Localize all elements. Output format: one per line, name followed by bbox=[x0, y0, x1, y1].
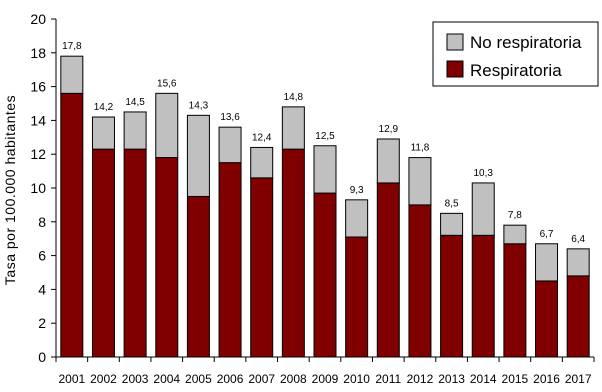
bar-no-respiratoria bbox=[155, 92, 179, 159]
bar-total-label: 12,5 bbox=[315, 131, 335, 142]
bar-total-label: 14,2 bbox=[94, 102, 114, 113]
x-tick-label: 2005 bbox=[185, 372, 212, 386]
axes-layer: 0 2 4 6 8 10 12 14 16 18 20 bbox=[30, 11, 595, 365]
bars-layer bbox=[60, 55, 590, 358]
bar-no-respiratoria bbox=[566, 248, 590, 277]
bar-respiratoria bbox=[218, 162, 242, 358]
bar-total-label: 14,3 bbox=[189, 100, 209, 111]
bar-no-respiratoria bbox=[123, 111, 147, 150]
bar-respiratoria bbox=[60, 92, 84, 358]
bar-respiratoria bbox=[155, 157, 179, 358]
bar-respiratoria bbox=[313, 192, 337, 358]
bar-no-respiratoria bbox=[345, 199, 369, 238]
bar-total-label: 10,3 bbox=[474, 168, 494, 179]
x-tick-label: 2006 bbox=[217, 372, 244, 386]
bar-total-label: 12,4 bbox=[252, 132, 272, 143]
bar-no-respiratoria bbox=[250, 146, 274, 179]
x-tick-label: 2015 bbox=[502, 372, 529, 386]
bar-no-respiratoria bbox=[408, 157, 432, 206]
legend-swatch-respiratoria bbox=[446, 60, 464, 78]
y-axis-label: Tasa por 100.000 habitantes bbox=[2, 95, 18, 285]
bar-respiratoria bbox=[471, 234, 495, 358]
bar-no-respiratoria bbox=[471, 182, 495, 236]
x-tick-label: 2010 bbox=[343, 372, 370, 386]
bar-total-label: 12,9 bbox=[379, 124, 399, 135]
bar-total-label: 8,5 bbox=[445, 198, 459, 209]
bar-respiratoria bbox=[408, 204, 432, 358]
bar-respiratoria bbox=[376, 182, 400, 358]
y-tick-label: 14 bbox=[30, 112, 46, 128]
y-tick-label: 8 bbox=[38, 214, 46, 230]
bar-total-label: 11,8 bbox=[411, 143, 430, 154]
bar-respiratoria bbox=[535, 280, 559, 358]
x-tick-label: 2008 bbox=[280, 372, 307, 386]
bar-respiratoria bbox=[345, 236, 369, 358]
y-tick-label: 18 bbox=[30, 45, 46, 61]
y-tick-label: 12 bbox=[30, 146, 46, 162]
y-tick-label: 10 bbox=[30, 180, 46, 196]
bar-total-label: 17,8 bbox=[62, 41, 82, 52]
x-tick-label: 2004 bbox=[153, 372, 180, 386]
legend: No respiratoria Respiratoria bbox=[432, 21, 599, 87]
x-tick-label: 2013 bbox=[438, 372, 465, 386]
bar-no-respiratoria bbox=[60, 55, 84, 94]
x-tick-label: 2009 bbox=[312, 372, 339, 386]
y-tick-label: 16 bbox=[30, 79, 46, 95]
bar-no-respiratoria bbox=[313, 145, 337, 194]
x-tick-label: 2014 bbox=[470, 372, 497, 386]
x-tick-label: 2012 bbox=[407, 372, 434, 386]
bar-respiratoria bbox=[566, 275, 590, 358]
bar-no-respiratoria bbox=[535, 243, 559, 282]
bar-total-label: 7,8 bbox=[508, 210, 522, 221]
bar-respiratoria bbox=[91, 148, 115, 358]
bar-respiratoria bbox=[281, 148, 305, 358]
labels-layer: 17,8 2001 14,2 2002 14,5 2003 15,6 2004 14,3 2005… bbox=[58, 41, 591, 386]
bar-no-respiratoria bbox=[91, 116, 115, 150]
bar-no-respiratoria bbox=[503, 224, 527, 245]
x-tick-label: 2011 bbox=[375, 372, 401, 386]
bar-no-respiratoria bbox=[440, 212, 464, 236]
y-tick-label: 6 bbox=[38, 248, 46, 264]
y-tick-label: 0 bbox=[38, 349, 46, 365]
bar-respiratoria bbox=[503, 243, 527, 358]
legend-label-no-respiratoria: No respiratoria bbox=[470, 33, 582, 52]
bar-respiratoria bbox=[440, 234, 464, 358]
bar-total-label: 15,6 bbox=[157, 78, 177, 89]
bar-no-respiratoria bbox=[218, 126, 242, 164]
bar-total-label: 9,3 bbox=[350, 185, 364, 196]
x-tick-label: 2016 bbox=[533, 372, 560, 386]
bar-respiratoria bbox=[123, 148, 147, 358]
bar-total-label: 14,5 bbox=[125, 97, 145, 108]
x-tick-label: 2002 bbox=[90, 372, 117, 386]
x-tick-label: 2001 bbox=[58, 372, 85, 386]
bar-no-respiratoria bbox=[281, 106, 305, 150]
legend-label-respiratoria: Respiratoria bbox=[470, 61, 562, 80]
bar-respiratoria bbox=[250, 177, 274, 358]
y-tick-label: 2 bbox=[38, 315, 46, 331]
bar-no-respiratoria bbox=[376, 138, 400, 184]
bar-total-label: 6,7 bbox=[540, 229, 554, 240]
y-tick-label: 4 bbox=[38, 281, 46, 297]
y-tick-label: 20 bbox=[30, 11, 46, 27]
x-tick-label: 2017 bbox=[565, 372, 592, 386]
legend-swatch-no-respiratoria bbox=[446, 33, 464, 51]
bar-total-label: 6,4 bbox=[571, 234, 585, 245]
bar-respiratoria bbox=[186, 195, 210, 358]
x-tick-label: 2007 bbox=[248, 372, 275, 386]
bar-no-respiratoria bbox=[186, 114, 210, 197]
bar-total-label: 13,6 bbox=[220, 112, 240, 123]
bar-total-label: 14,8 bbox=[284, 92, 304, 103]
x-tick-label: 2003 bbox=[122, 372, 149, 386]
